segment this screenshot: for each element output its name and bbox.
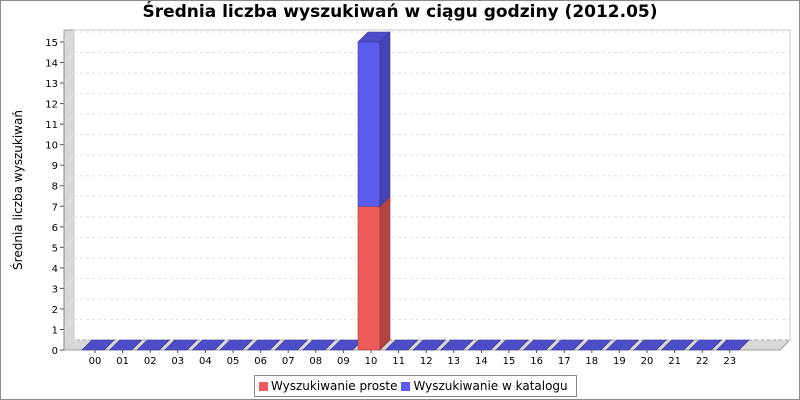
bar-10-series-0 <box>357 205 381 351</box>
y-tick-label: 2 <box>52 305 58 316</box>
grid-line-side <box>63 31 75 43</box>
bar-top-03 <box>164 339 198 351</box>
x-tick-label: 13 <box>447 356 460 367</box>
bar-side-10-series-0 <box>379 195 391 351</box>
x-tick-label: 12 <box>420 356 433 367</box>
legend-item: Wyszukiwanie w katalogu <box>401 379 568 393</box>
y-tick-label: 8 <box>52 182 58 193</box>
x-tick-label: 14 <box>475 356 488 367</box>
bar-top-06 <box>246 339 281 351</box>
x-tick-label: 03 <box>171 356 184 367</box>
y-tick-label: 15 <box>45 38 58 49</box>
y-tick-label: 3 <box>52 284 58 295</box>
x-tick-label: 05 <box>227 356 240 367</box>
bar-top-08 <box>302 339 336 351</box>
x-tick-label: 10 <box>365 356 378 367</box>
grid-line-side <box>63 113 75 125</box>
y-tick-label: 13 <box>45 79 58 90</box>
grid-line-side <box>63 134 75 146</box>
y-tick-label: 9 <box>52 161 58 172</box>
x-tick-label: 01 <box>116 356 129 367</box>
y-tick-label: 6 <box>52 223 58 234</box>
chart-legend: Wyszukiwanie proste Wyszukiwanie w katalo… <box>254 375 577 397</box>
x-tick-label: 23 <box>723 356 736 367</box>
bar-top-14 <box>467 339 502 351</box>
legend-swatch <box>259 381 268 391</box>
bar-side-10-series-1 <box>379 31 391 207</box>
y-tick-label: 5 <box>52 243 58 254</box>
x-tick-label: 06 <box>254 356 267 367</box>
grid-line-side <box>63 319 75 330</box>
x-tick-label: 08 <box>309 356 322 367</box>
bar-top-02 <box>136 339 170 351</box>
y-tick-label: 14 <box>45 59 58 70</box>
bar-top-20 <box>633 339 667 351</box>
bar-top-00 <box>81 339 115 351</box>
legend-label: Wyszukiwanie proste <box>271 379 398 393</box>
legend-swatch <box>401 381 411 391</box>
x-tick-label: 02 <box>144 356 157 367</box>
x-tick-label: 00 <box>89 356 102 367</box>
x-tick-label: 18 <box>585 356 598 367</box>
x-tick-label: 17 <box>558 356 571 367</box>
grid-line-side <box>63 298 75 310</box>
grid-line-side <box>63 339 75 351</box>
y-tick-label: 12 <box>45 100 58 111</box>
x-tick-label: 07 <box>282 356 295 367</box>
bar-top-22 <box>688 339 722 351</box>
grid-line-side <box>63 93 75 104</box>
bar-10-series-1 <box>357 41 381 207</box>
x-tick-label: 22 <box>696 356 709 367</box>
x-tick-label: 21 <box>668 356 681 367</box>
bar-top-11 <box>384 339 419 351</box>
grid-line-side <box>63 195 75 207</box>
grid-line-side <box>63 52 75 63</box>
x-tick-label: 04 <box>199 356 212 367</box>
y-tick-label: 11 <box>45 120 58 131</box>
legend-label: Wyszukiwanie w katalogu <box>413 379 568 393</box>
bar-top-05 <box>219 339 253 351</box>
x-tick-label: 15 <box>503 356 516 367</box>
bar-top-19 <box>605 339 640 351</box>
y-tick-label: 0 <box>52 346 58 357</box>
bar-top-15 <box>495 339 529 351</box>
bar-top-17 <box>550 339 584 351</box>
x-tick-label: 20 <box>641 356 654 367</box>
y-tick-label: 7 <box>52 202 58 213</box>
y-tick-label: 4 <box>52 264 58 275</box>
bar-top-13 <box>440 339 474 351</box>
grid-line-side <box>63 175 75 187</box>
grid-line-side <box>63 154 75 166</box>
grid-line-side <box>63 278 75 289</box>
x-tick-label: 19 <box>613 356 626 367</box>
bar-top-04 <box>191 339 226 351</box>
bar-top-01 <box>108 339 143 351</box>
x-tick-label: 11 <box>392 356 405 367</box>
grid-line-side <box>63 72 75 84</box>
x-tick-label: 09 <box>337 356 350 367</box>
x-tick-label: 16 <box>530 356 543 367</box>
bar-top-12 <box>412 339 446 351</box>
grid-line-side <box>63 257 75 269</box>
bar-top-18 <box>578 339 612 351</box>
grid-line-side <box>63 216 75 228</box>
bar-top-23 <box>716 339 750 351</box>
chart-title: Średnia liczba wyszukiwań w ciągu godzin… <box>142 2 658 22</box>
legend-item: Wyszukiwanie proste <box>259 379 397 393</box>
bar-top-16 <box>522 339 557 351</box>
y-tick-label: 1 <box>52 325 58 336</box>
bar-top-21 <box>660 339 695 351</box>
bar-top-10 <box>357 31 391 43</box>
bar-top-07 <box>274 339 308 351</box>
back-wall <box>73 29 791 341</box>
y-tick-label: 10 <box>45 141 58 152</box>
grid-line-side <box>63 236 75 248</box>
